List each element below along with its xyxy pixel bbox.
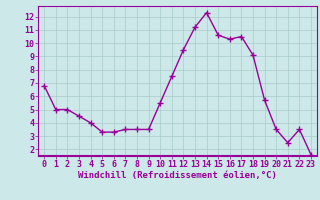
X-axis label: Windchill (Refroidissement éolien,°C): Windchill (Refroidissement éolien,°C) <box>78 171 277 180</box>
